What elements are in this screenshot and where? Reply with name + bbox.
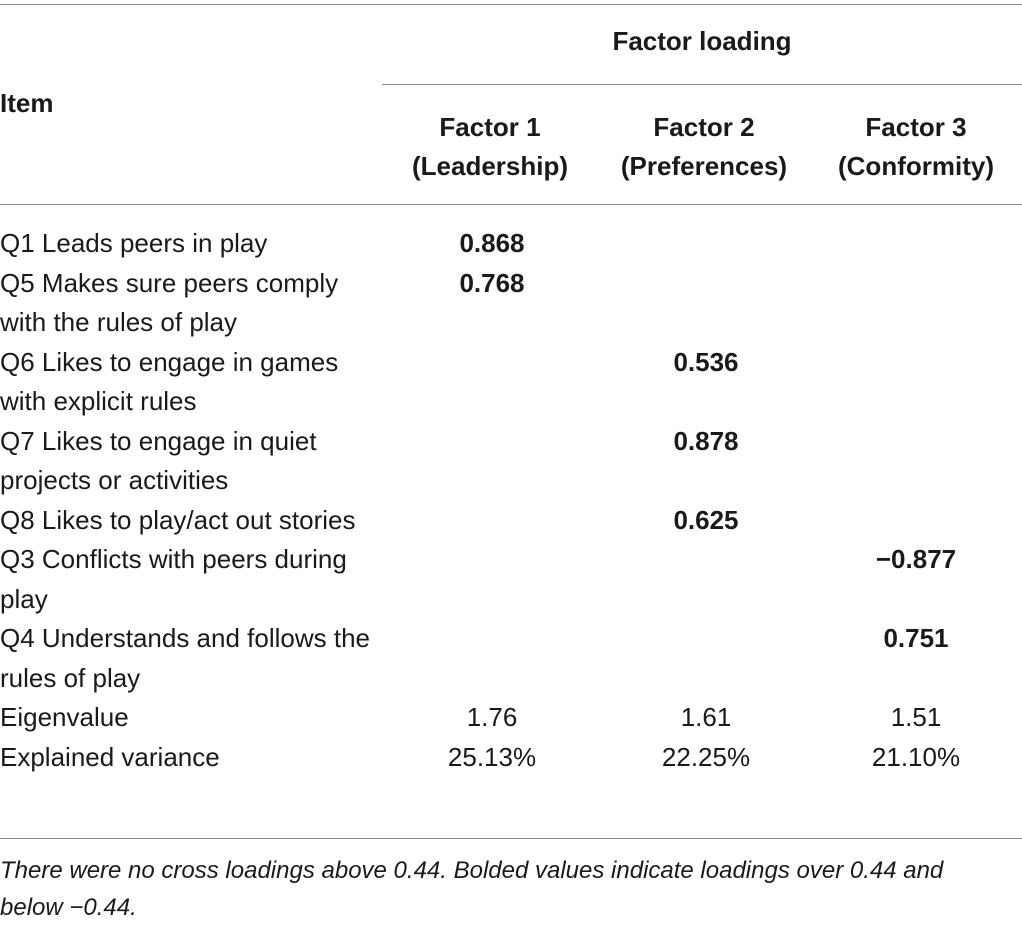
column-header-line: Factor 1	[439, 112, 541, 142]
item-label: Q7 Likes to engage in quiet projects or …	[0, 425, 317, 496]
table-top-rule	[0, 4, 1022, 5]
summary-cell: 25.13%	[447, 741, 537, 772]
item-label: Q3 Conflicts with peers during play	[0, 544, 347, 614]
summary-cell: 1.61	[680, 702, 732, 732]
table-row: Q7 Likes to engage in quiet projects or …	[0, 422, 1022, 501]
table-row: Q5 Makes sure peers comply with the rule…	[0, 264, 1022, 343]
item-label: Q5 Makes sure peers comply with the rule…	[0, 267, 339, 338]
item-label: Q6 Likes to engage in games with explici…	[0, 346, 339, 417]
loading-cell: 0.768	[459, 267, 525, 298]
item-label: Q4 Understands and follows the rules of …	[0, 623, 370, 693]
table-row: Q1 Leads peers in play 0.868	[0, 224, 1022, 264]
column-header-line: (Conformity)	[838, 151, 994, 181]
header-rule	[0, 204, 1022, 205]
summary-label: Eigenvalue	[0, 702, 129, 732]
table-row: Q3 Conflicts with peers during play −0.8…	[0, 540, 1022, 619]
item-column-header: Item	[0, 88, 54, 118]
loading-cell: 0.751	[883, 623, 949, 653]
column-header-factor-3: Factor 3 (Conformity)	[810, 108, 1022, 186]
item-label: Q1 Leads peers in play	[0, 228, 268, 258]
summary-row-eigenvalue: Eigenvalue 1.76 1.61 1.51	[0, 698, 1022, 738]
column-header-factor-1: Factor 1 (Leadership)	[382, 108, 598, 186]
summary-row-explained-variance: Explained variance 25.13% 22.25% 21.10%	[0, 738, 1022, 778]
loading-cell: 0.536	[673, 346, 739, 377]
column-header-line: Factor 3	[865, 112, 967, 142]
table-footnote: There were no cross loadings above 0.44.…	[0, 857, 944, 921]
summary-cell: 22.25%	[661, 741, 751, 772]
summary-cell: 1.51	[890, 702, 942, 732]
summary-cell: 21.10%	[871, 741, 961, 772]
group-header-rule	[382, 84, 1022, 85]
table-row: Q8 Likes to play/act out stories 0.625	[0, 501, 1022, 541]
loading-cell: 0.625	[673, 504, 739, 535]
loading-cell: −0.877	[875, 544, 957, 574]
column-header-line: (Leadership)	[411, 151, 569, 181]
group-header: Factor loading	[612, 26, 792, 56]
column-header-factor-2: Factor 2 (Preferences)	[598, 108, 810, 186]
column-header-line: (Preferences)	[620, 151, 788, 181]
table-row: Q6 Likes to engage in games with explici…	[0, 343, 1022, 422]
table-bottom-rule	[0, 838, 1022, 839]
table-row: Q4 Understands and follows the rules of …	[0, 619, 1022, 698]
loading-cell: 0.868	[459, 228, 525, 258]
column-header-line: Factor 2	[653, 112, 755, 142]
summary-label: Explained variance	[0, 741, 220, 772]
item-label: Q8 Likes to play/act out stories	[0, 504, 356, 535]
loading-cell: 0.878	[673, 425, 739, 456]
summary-cell: 1.76	[466, 702, 518, 732]
table-body: Q1 Leads peers in play 0.868 Q5 Makes su…	[0, 224, 1022, 777]
